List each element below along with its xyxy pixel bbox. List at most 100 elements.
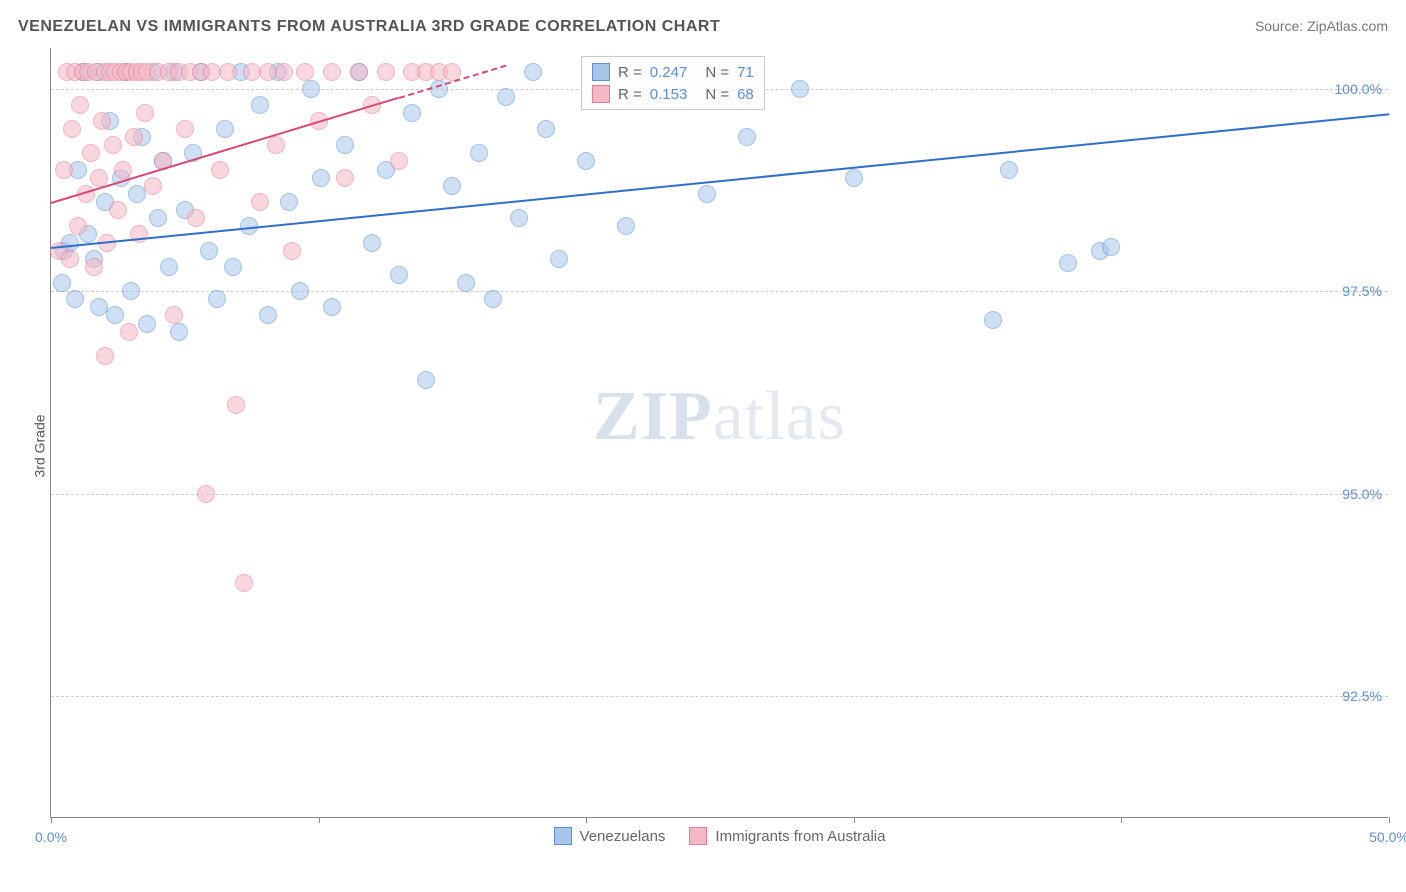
- data-point: [510, 209, 528, 227]
- stats-row: R =0.153N =68: [592, 83, 754, 105]
- data-point: [698, 185, 716, 203]
- scatter-plot-area: ZIPatlas 92.5%95.0%97.5%100.0%0.0%50.0%R…: [50, 48, 1388, 818]
- data-point: [302, 80, 320, 98]
- data-point: [484, 290, 502, 308]
- x-tick-label: 0.0%: [35, 829, 67, 845]
- data-point: [66, 290, 84, 308]
- data-point: [61, 250, 79, 268]
- data-point: [90, 169, 108, 187]
- data-point: [443, 177, 461, 195]
- data-point: [280, 193, 298, 211]
- data-point: [283, 242, 301, 260]
- data-point: [160, 258, 178, 276]
- data-point: [82, 144, 100, 162]
- data-point: [138, 315, 156, 333]
- chart-title: VENEZUELAN VS IMMIGRANTS FROM AUSTRALIA …: [18, 18, 720, 36]
- chart-source: Source: ZipAtlas.com: [1255, 18, 1388, 34]
- y-axis-label: 3rd Grade: [32, 414, 48, 477]
- stat-label: R =: [618, 86, 642, 103]
- data-point: [251, 96, 269, 114]
- data-point: [114, 161, 132, 179]
- stat-label: N =: [705, 64, 729, 81]
- gridline: [51, 494, 1388, 495]
- bottom-legend: Venezuelans Immigrants from Australia: [554, 827, 886, 845]
- data-point: [275, 63, 293, 81]
- data-point: [197, 485, 215, 503]
- data-point: [323, 298, 341, 316]
- data-point: [71, 96, 89, 114]
- data-point: [377, 63, 395, 81]
- x-tick-label: 50.0%: [1369, 829, 1406, 845]
- data-point: [267, 136, 285, 154]
- stat-label: R =: [618, 64, 642, 81]
- stats-legend-box: R =0.247N =71R =0.153N =68: [581, 56, 765, 110]
- data-point: [550, 250, 568, 268]
- trend-line: [51, 113, 1389, 249]
- data-point: [524, 63, 542, 81]
- data-point: [235, 574, 253, 592]
- legend-swatch: [554, 827, 572, 845]
- data-point: [336, 169, 354, 187]
- data-point: [1000, 161, 1018, 179]
- data-point: [69, 217, 87, 235]
- data-point: [149, 209, 167, 227]
- legend-label: Immigrants from Australia: [715, 828, 885, 845]
- data-point: [403, 104, 421, 122]
- stat-label: N =: [705, 86, 729, 103]
- data-point: [296, 63, 314, 81]
- data-point: [457, 274, 475, 292]
- data-point: [106, 306, 124, 324]
- data-point: [291, 282, 309, 300]
- data-point: [187, 209, 205, 227]
- x-tick: [319, 817, 320, 823]
- data-point: [227, 396, 245, 414]
- data-point: [417, 371, 435, 389]
- data-point: [251, 193, 269, 211]
- legend-swatch: [689, 827, 707, 845]
- data-point: [312, 169, 330, 187]
- y-tick-label: 100.0%: [1335, 81, 1382, 97]
- data-point: [224, 258, 242, 276]
- legend-swatch: [592, 63, 610, 81]
- data-point: [363, 234, 381, 252]
- data-point: [93, 112, 111, 130]
- data-point: [165, 306, 183, 324]
- stats-row: R = 0.247 N = 71: [592, 61, 754, 83]
- legend-swatch: [592, 85, 610, 103]
- data-point: [845, 169, 863, 187]
- data-point: [390, 152, 408, 170]
- data-point: [144, 177, 162, 195]
- y-tick-label: 97.5%: [1342, 283, 1382, 299]
- data-point: [537, 120, 555, 138]
- data-point: [617, 217, 635, 235]
- x-tick: [586, 817, 587, 823]
- data-point: [200, 242, 218, 260]
- data-point: [1102, 238, 1120, 256]
- stat-n-value: 71: [737, 64, 754, 81]
- x-tick: [1389, 817, 1390, 823]
- gridline: [51, 696, 1388, 697]
- watermark: ZIPatlas: [593, 377, 846, 457]
- data-point: [109, 201, 127, 219]
- data-point: [219, 63, 237, 81]
- data-point: [63, 120, 81, 138]
- legend-label: Venezuelans: [580, 828, 666, 845]
- x-tick: [51, 817, 52, 823]
- data-point: [259, 306, 277, 324]
- data-point: [208, 290, 226, 308]
- data-point: [336, 136, 354, 154]
- x-tick: [854, 817, 855, 823]
- data-point: [350, 63, 368, 81]
- stat-r-value: 0.247: [650, 64, 688, 81]
- data-point: [125, 128, 143, 146]
- data-point: [497, 88, 515, 106]
- data-point: [470, 144, 488, 162]
- data-point: [85, 258, 103, 276]
- data-point: [55, 161, 73, 179]
- data-point: [738, 128, 756, 146]
- data-point: [53, 274, 71, 292]
- data-point: [136, 104, 154, 122]
- data-point: [170, 323, 188, 341]
- stat-r-value: 0.153: [650, 86, 688, 103]
- y-tick-label: 92.5%: [1342, 688, 1382, 704]
